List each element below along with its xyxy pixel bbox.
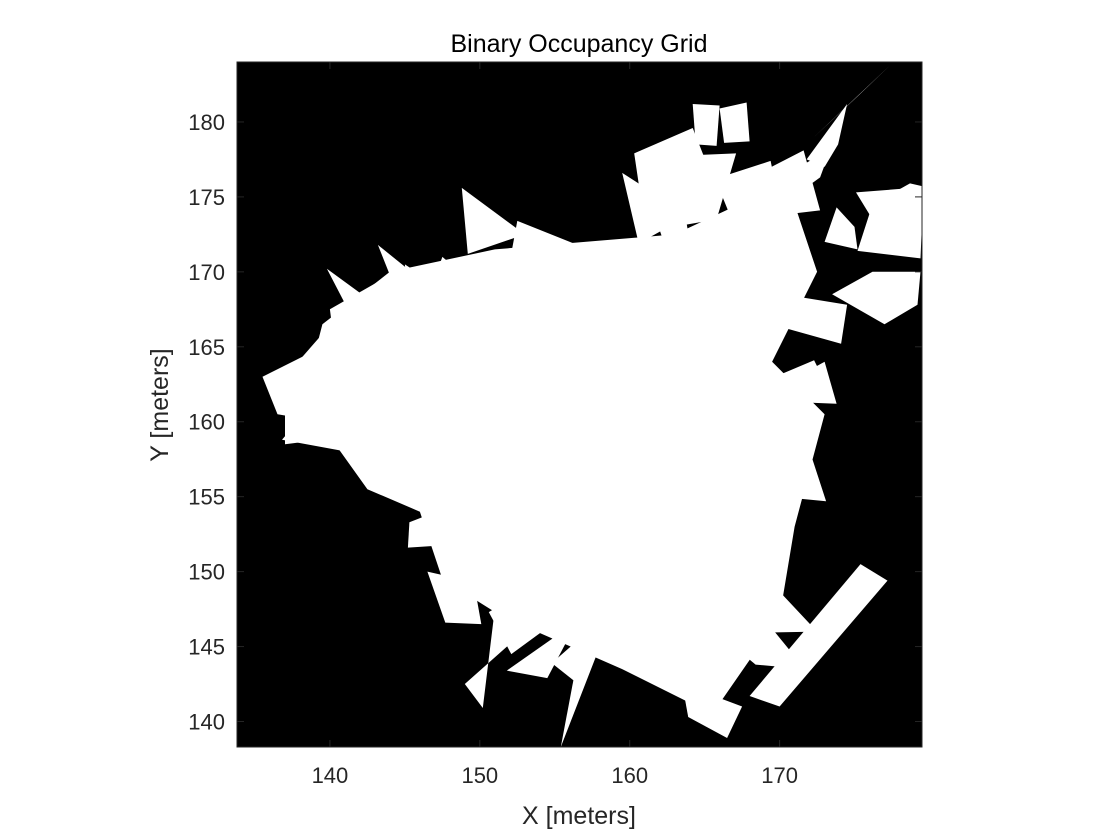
x-axis-label: X [meters] bbox=[522, 802, 636, 830]
free-space-region-45 bbox=[715, 160, 780, 212]
free-space-region-42 bbox=[622, 172, 666, 244]
y-tick-label: 175 bbox=[188, 185, 225, 210]
x-tick-label: 170 bbox=[761, 763, 798, 788]
x-tick-label: 160 bbox=[611, 763, 648, 788]
free-space-region-17 bbox=[518, 544, 633, 605]
free-space-region-7 bbox=[326, 268, 383, 347]
x-tick-label: 150 bbox=[461, 763, 498, 788]
y-tick-label: 140 bbox=[188, 710, 225, 735]
free-space-region-46 bbox=[518, 358, 612, 433]
free-space-region-34 bbox=[856, 187, 913, 224]
free-space-region-25 bbox=[739, 583, 818, 634]
y-tick-label: 165 bbox=[188, 335, 225, 360]
x-tick-label: 140 bbox=[312, 763, 349, 788]
free-space-region-19 bbox=[506, 621, 578, 679]
free-space-region-38 bbox=[719, 102, 750, 143]
free-space-region-15 bbox=[427, 571, 482, 625]
free-space-region-23 bbox=[682, 684, 743, 738]
free-space-region-11 bbox=[506, 220, 578, 278]
free-space-region-36 bbox=[806, 104, 848, 167]
y-axis-label: Y [meters] bbox=[146, 348, 174, 461]
axes-box bbox=[236, 61, 923, 748]
y-axis: 140 145 150 155 160 165 170 175 180 bbox=[188, 110, 922, 735]
free-space-region-18 bbox=[464, 609, 533, 708]
free-space-region-37 bbox=[812, 63, 892, 139]
free-space-region-39 bbox=[692, 104, 720, 146]
free-space-region-2 bbox=[397, 256, 495, 392]
free-space-region-4 bbox=[262, 354, 323, 422]
free-space-layer bbox=[262, 63, 922, 747]
free-space-region-27 bbox=[779, 436, 827, 502]
free-space-region-32 bbox=[824, 207, 858, 250]
free-space-region-21 bbox=[560, 636, 603, 747]
free-space-region-9 bbox=[404, 264, 428, 302]
free-space-region-26 bbox=[749, 564, 888, 707]
free-space-region-10 bbox=[461, 187, 525, 254]
x-axis: 140 150 160 170 bbox=[312, 62, 798, 788]
y-tick-label: 180 bbox=[188, 110, 225, 135]
free-space-region-31 bbox=[832, 271, 921, 325]
chart-title: Binary Occupancy Grid bbox=[450, 30, 707, 58]
y-tick-label: 160 bbox=[188, 410, 225, 435]
free-space-region-30 bbox=[755, 294, 848, 344]
free-space-region-47 bbox=[683, 352, 776, 464]
free-space-region-29 bbox=[794, 361, 837, 404]
y-tick-label: 145 bbox=[188, 635, 225, 660]
free-space-region-43 bbox=[665, 153, 737, 227]
free-space-region-12 bbox=[566, 264, 600, 299]
y-tick-label: 170 bbox=[188, 260, 225, 285]
y-tick-label: 150 bbox=[188, 560, 225, 585]
free-space-region-20 bbox=[551, 631, 588, 681]
free-space-region-14 bbox=[407, 504, 456, 548]
free-space-region-6 bbox=[282, 391, 432, 464]
y-tick-label: 155 bbox=[188, 485, 225, 510]
